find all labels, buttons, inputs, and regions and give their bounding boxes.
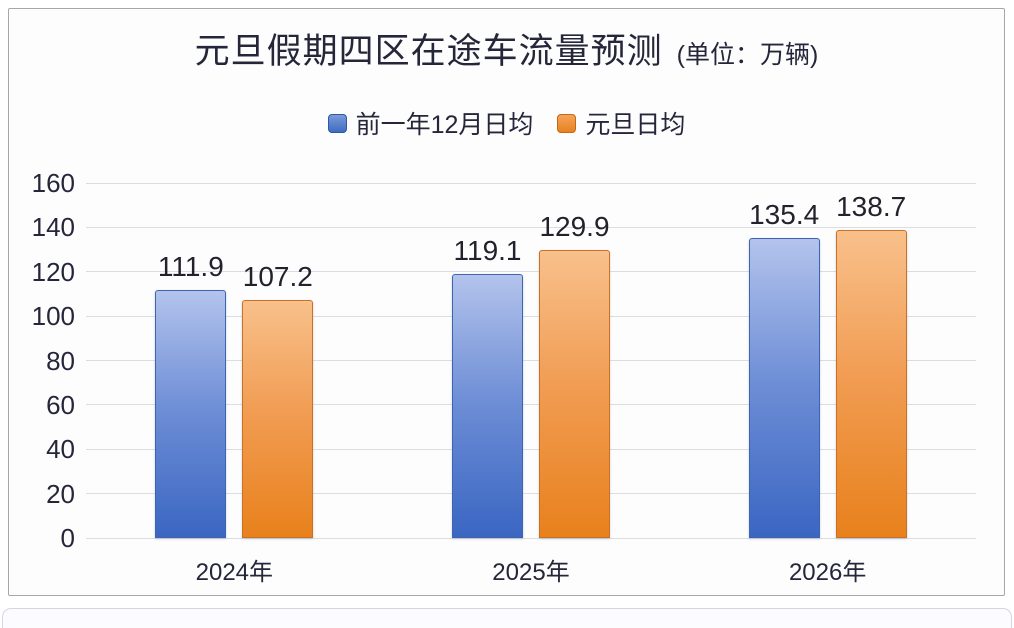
chart-title: 元旦假期四区在途车流量预测 (单位：万辆) [9, 23, 1004, 74]
x-axis-category-label: 2025年 [492, 559, 570, 586]
legend-swatch-blue [327, 113, 347, 133]
gridline-y-160 [86, 182, 976, 184]
y-axis-tick-label: 0 [60, 523, 75, 553]
bar-value-label: 138.7 [836, 191, 907, 223]
bar-series2-group1 [242, 300, 314, 538]
bar-series2-group2 [539, 249, 610, 538]
x-axis-category-label: 2024年 [195, 559, 274, 586]
legend-label: 前一年12月日均 [355, 111, 534, 139]
legend-label: 元旦日均 [585, 111, 686, 139]
plot-area: 0 20 40 60 80 100 120 140 160 2024年 111.9 107.2 2025… [9, 9, 1004, 595]
bar-series1-group2 [452, 273, 523, 538]
bar-series1-group3 [748, 237, 820, 538]
bar-value-label: 119.1 [453, 234, 522, 266]
gridline-y-120 [86, 271, 976, 273]
gridline-y-60 [86, 404, 976, 406]
chart-title-text: 元旦假期四区在途车流量预测 [194, 32, 663, 71]
chart-title-unit: (单位：万辆) [676, 41, 819, 69]
gridline-y-40 [86, 448, 976, 450]
y-axis-tick-label: 80 [46, 345, 75, 376]
chart-card: 元旦假期四区在途车流量预测 (单位：万辆) 前一年12月日均 元旦日均 0 20 40… [8, 8, 1005, 596]
bar-series1-group1 [155, 289, 227, 538]
bar-value-label: 135.4 [749, 198, 820, 230]
y-axis-tick-label: 40 [46, 434, 75, 465]
chart-legend: 前一年12月日均 元旦日均 [9, 105, 1004, 141]
y-axis-tick-label: 160 [31, 168, 75, 198]
bar-value-label: 107.2 [242, 261, 313, 293]
gridline-y-20 [86, 493, 976, 495]
bar-value-label: 111.9 [157, 250, 224, 282]
legend-item-new-year-avg: 元旦日均 [557, 105, 685, 141]
gridline-y-100 [86, 315, 976, 317]
bar-value-label: 129.9 [539, 210, 610, 242]
legend-swatch-orange [557, 113, 577, 133]
y-axis-tick-label: 20 [46, 478, 75, 509]
x-axis-category-label: 2026年 [788, 559, 867, 586]
next-card-top-edge [2, 608, 1012, 628]
gridline-y-0 [86, 537, 976, 539]
bar-series2-group3 [835, 230, 907, 538]
y-axis-tick-label: 100 [31, 301, 75, 332]
y-axis-tick-label: 120 [31, 256, 75, 287]
legend-item-prev-december-avg: 前一年12月日均 [327, 105, 534, 141]
gridline-y-140 [86, 226, 976, 228]
gridline-y-80 [86, 360, 976, 361]
y-axis-tick-label: 60 [46, 389, 75, 420]
y-axis-tick-label: 140 [31, 212, 75, 243]
